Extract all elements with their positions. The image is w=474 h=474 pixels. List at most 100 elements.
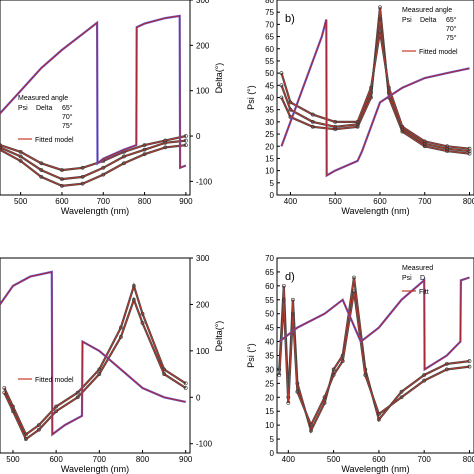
psi-point: [162, 372, 166, 376]
psi-point: [281, 297, 286, 302]
y-right-tick-label: -100: [196, 440, 213, 449]
y-left-tick-label: 70: [265, 20, 274, 29]
psi-point: [444, 367, 449, 372]
delta-fit-line-0: [0, 15, 187, 169]
psi-point: [352, 289, 356, 294]
psi-point: [286, 400, 291, 405]
delta-fit-line-0: [279, 277, 470, 371]
legend-angle-label: 70°: [62, 113, 73, 121]
x-tick-label: 900: [179, 197, 193, 206]
psi-point: [281, 283, 286, 288]
legend-fit-label: Fitted model: [35, 137, 74, 144]
psi-point: [140, 311, 145, 316]
plot-frame: [0, 257, 191, 454]
psi-fit-line-1: [3, 298, 186, 440]
x-axis-title: Wavelength (nm): [61, 464, 129, 474]
psi-point: [378, 29, 382, 34]
y-left-tick-label: 70: [265, 254, 274, 263]
psi-point: [310, 112, 315, 117]
x-tick-label: 500: [329, 197, 343, 206]
psi-point: [18, 159, 23, 163]
psi-point: [387, 85, 391, 90]
y-left-tick-label: 30: [265, 365, 274, 374]
y-left-tick-label: 25: [265, 379, 274, 388]
psi-point: [0, 147, 2, 152]
legend-fit-label: Fitted model: [419, 49, 458, 56]
psi-point: [142, 147, 147, 152]
psi-fit-line-2: [281, 31, 470, 150]
psi-point: [279, 71, 284, 76]
psi-point: [183, 134, 188, 138]
y-left-tick-label: 40: [265, 94, 274, 103]
psi-point: [290, 311, 295, 316]
psi-point: [400, 124, 405, 129]
psi-point: [331, 373, 336, 377]
psi-point: [422, 139, 427, 144]
panel-letter: d): [285, 271, 295, 283]
y-left-tick-label: 55: [265, 57, 274, 66]
y-left-axis-title: Psi (°): [246, 343, 256, 368]
psi-point: [131, 297, 136, 302]
psi-point: [376, 412, 381, 416]
psi-point: [340, 359, 345, 363]
y-right-tick-label: 200: [196, 300, 210, 309]
psi-point: [24, 437, 28, 441]
psi-point: [39, 161, 44, 166]
y-left-tick-label: 5: [270, 179, 275, 188]
y-right-tick-label: -100: [196, 177, 213, 186]
psi-point: [36, 427, 41, 432]
psi-point: [39, 174, 44, 179]
psi-point: [140, 321, 145, 325]
x-tick-label: 800: [138, 197, 152, 206]
legend-delta-label: D: [420, 275, 425, 282]
y-left-tick-label: 20: [265, 393, 274, 402]
psi-point: [75, 395, 80, 400]
x-tick-label: 700: [93, 455, 107, 464]
legend-angle-label: 75°: [446, 34, 457, 42]
psi-point: [445, 144, 450, 149]
x-tick-label: 800: [463, 197, 474, 206]
psi-measured-line-0: [280, 7, 470, 155]
psi-measured-line-0: [278, 277, 470, 434]
y-right-tick-label: 100: [196, 347, 210, 356]
y-left-tick-label: 15: [265, 407, 274, 416]
psi-point: [444, 361, 449, 366]
x-tick-label: 600: [372, 455, 386, 464]
psi-point: [142, 143, 147, 148]
psi-point: [2, 386, 7, 390]
delta-fit-line-0: [0, 271, 186, 436]
psi-point: [18, 154, 23, 159]
psi-point: [467, 146, 472, 151]
psi-point: [36, 423, 41, 428]
y-left-tick-label: 50: [265, 310, 274, 319]
y-left-tick-label: 10: [265, 167, 274, 176]
psi-point: [80, 181, 85, 186]
psi-point: [97, 372, 102, 376]
psi-fit-line-1: [281, 19, 470, 152]
y-left-tick-label: 0: [270, 449, 275, 458]
legend-angle-label: 75°: [62, 122, 73, 130]
x-tick-label: 600: [373, 197, 387, 206]
psi-point: [119, 335, 123, 339]
x-tick-label: 500: [6, 455, 20, 464]
psi-point: [0, 143, 2, 148]
delta-fit-line-0: [281, 19, 470, 177]
psi-point: [277, 373, 282, 377]
x-axis-title: Wavelength (nm): [61, 206, 129, 216]
psi-point: [122, 161, 126, 166]
y-left-tick-label: 60: [265, 45, 274, 54]
psi-point: [363, 373, 368, 377]
psi-point: [333, 119, 338, 124]
psi-point: [101, 172, 106, 177]
plot-frame: [276, 257, 474, 454]
psi-point: [142, 152, 147, 157]
y-left-tick-label: 20: [265, 142, 274, 151]
psi-fit-line-1: [0, 140, 186, 180]
panel-d: 400 500 600 700 800 Wavelength (nm) 0 5 10 15 20 25…: [246, 254, 474, 474]
legend-angle-label: 65°: [62, 104, 73, 112]
psi-fit-line-0: [278, 277, 470, 432]
x-tick-label: 900: [179, 455, 193, 464]
psi-point: [310, 124, 315, 129]
psi-point: [101, 165, 106, 170]
y-left-tick-label: 65: [265, 268, 274, 277]
